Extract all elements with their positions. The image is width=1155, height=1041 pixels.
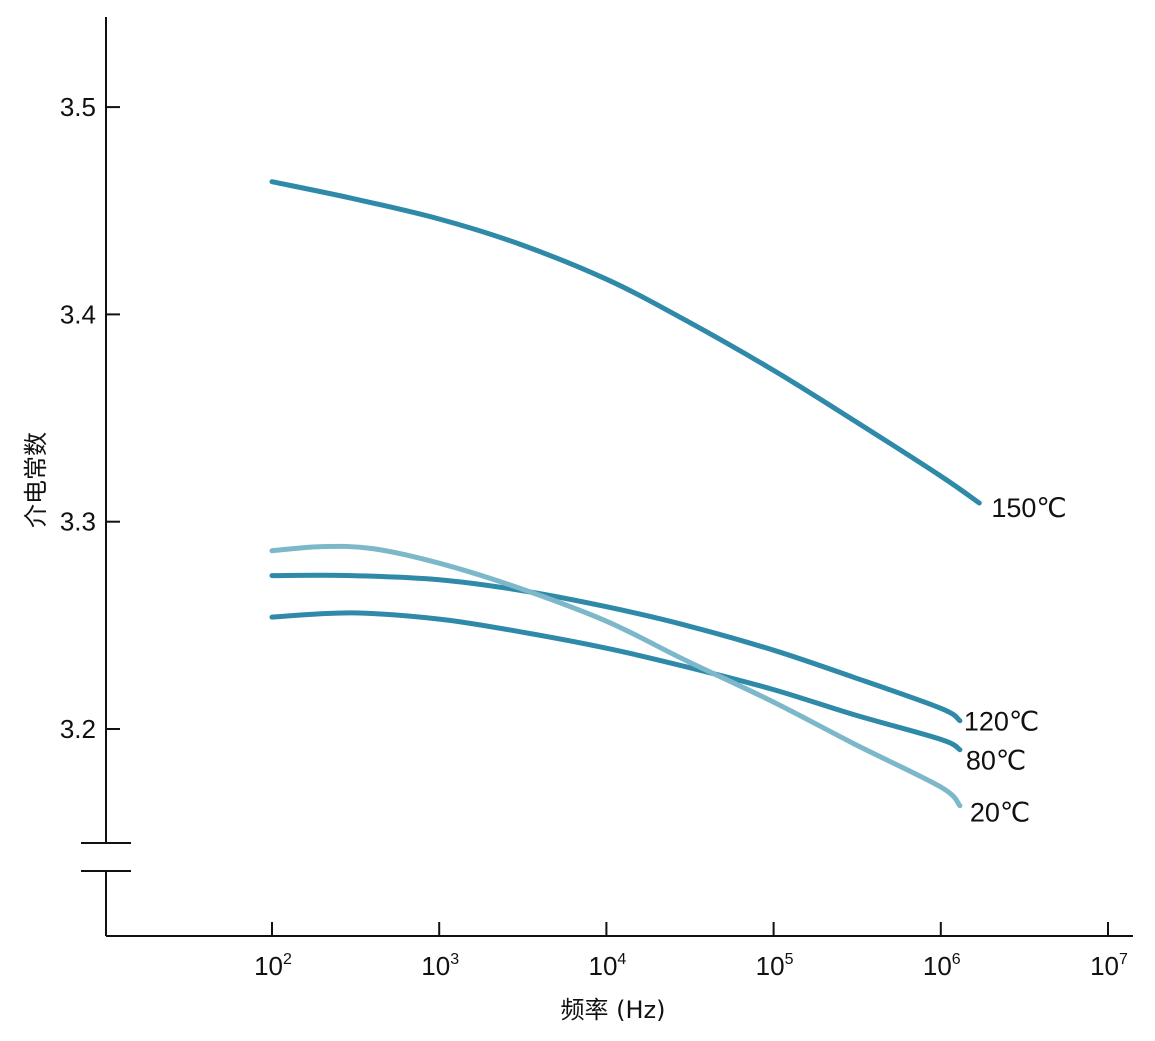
x-tick-label: 105	[756, 951, 794, 981]
x-tick-exponent: 6	[952, 951, 961, 968]
y-tick-label: 3.5	[60, 92, 96, 122]
x-tick-base: 10	[756, 951, 785, 981]
x-tick-exponent: 4	[617, 951, 626, 968]
series-line-0	[269, 179, 982, 506]
axes	[81, 17, 1133, 937]
y-tick-label: 3.4	[60, 299, 96, 329]
y-axis-title: 介电常数	[22, 432, 50, 528]
series-label-0: 150℃	[991, 493, 1066, 523]
x-tick-exponent: 5	[785, 951, 794, 968]
y-ticks: 3.2 3.3 3.4 3.5	[60, 92, 120, 744]
series-line-3	[269, 543, 963, 809]
x-axis-title: 频率 (Hz)	[561, 996, 666, 1024]
series-line-2	[269, 610, 963, 753]
x-tick-label: 104	[588, 951, 626, 981]
x-tick-label: 106	[923, 951, 961, 981]
x-tick-base: 10	[923, 951, 952, 981]
x-tick-exponent: 2	[283, 951, 292, 968]
x-tick-base: 10	[588, 951, 617, 981]
x-tick-exponent: 7	[1119, 951, 1128, 968]
x-ticks: 102 103 104 105 106 107	[254, 922, 1128, 981]
x-tick-base: 10	[254, 951, 283, 981]
y-tick-label: 3.3	[60, 507, 96, 537]
series-layer	[269, 179, 982, 809]
x-tick-label: 107	[1090, 951, 1128, 981]
y-tick-label: 3.2	[60, 714, 96, 744]
x-tick-base: 10	[421, 951, 450, 981]
x-tick-label: 102	[254, 951, 292, 981]
series-label-3: 20℃	[970, 798, 1030, 828]
x-tick-label: 103	[421, 951, 459, 981]
series-label-2: 80℃	[966, 746, 1026, 776]
series-label-1: 120℃	[964, 707, 1039, 737]
x-tick-base: 10	[1090, 951, 1119, 981]
series-labels: 150℃ 120℃ 80℃ 20℃	[964, 493, 1067, 828]
series-line-1	[269, 572, 963, 724]
x-tick-exponent: 3	[450, 951, 459, 968]
